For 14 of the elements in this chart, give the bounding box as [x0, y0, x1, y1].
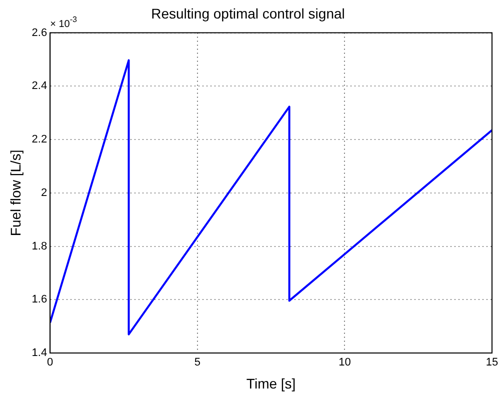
y-tick-label: 2.4	[32, 80, 48, 92]
y-axis-title: Fuel flow [L/s]	[7, 150, 24, 236]
x-axis-title: Time [s]	[246, 375, 296, 392]
x-tick-label: 5	[194, 356, 200, 369]
x-tick-label: 10	[338, 356, 351, 369]
x-tick-label: 0	[47, 356, 54, 369]
y-tick-label: 1.4	[32, 347, 48, 360]
y-tick-label: 2.6	[32, 26, 48, 39]
y-tick-label: 2.2	[32, 134, 48, 146]
y-tick-label: 1.6	[32, 294, 48, 306]
x-tick-label: 15	[486, 356, 498, 369]
y-tick-label: 2	[40, 186, 48, 199]
chart-title: Resulting optimal control signal	[151, 5, 345, 22]
y-tick-label: 1.8	[32, 240, 48, 252]
